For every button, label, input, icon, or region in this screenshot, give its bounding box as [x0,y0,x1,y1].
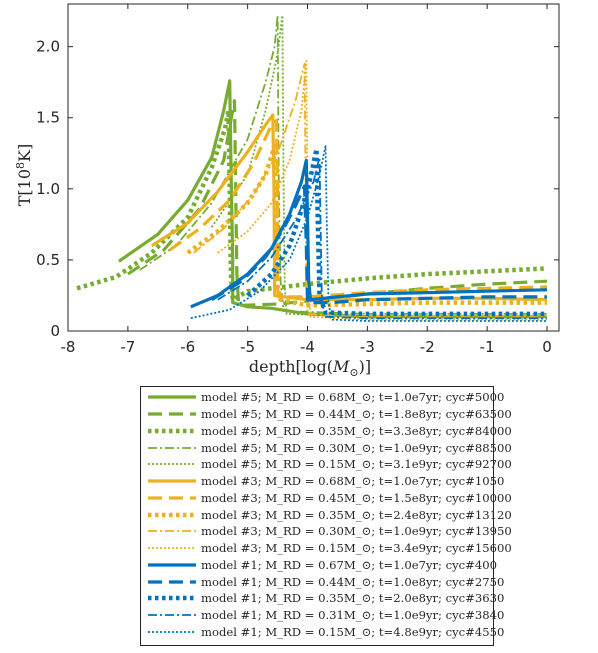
legend-label: model #3; M_RD = 0.68M_⊙; t=1.0e7yr; cyc… [201,474,505,489]
x-tick-label: -7 [120,338,135,356]
legend-swatch [148,563,196,567]
legend-swatch [148,614,196,617]
series-line-8 [186,143,547,308]
legend-entry: model #1; M_RD = 0.31M_⊙; t=1.0e9yr; cyc… [147,607,504,624]
y-tick-label: 0 [50,322,60,340]
legend-label: model #5; M_RD = 0.30M_⊙; t=1.0e9yr; cyc… [201,440,512,455]
x-label-sub: ⊙ [349,366,358,379]
legend-swatch [148,596,196,601]
series-line-12 [210,184,547,305]
legend-entry: model #5; M_RD = 0.30M_⊙; t=1.0e9yr; cyc… [147,439,512,456]
series-line-4 [139,14,547,315]
chart: -8 -7 -6 -5 -4 -3 -2 -1 0 0 0.5 1.0 1.5 2.0 depth[log… [14,3,560,379]
x-tick-label: -5 [240,338,255,356]
legend-label: model #3; M_RD = 0.35M_⊙; t=2.4e8yr; cyc… [201,507,512,522]
legend-entry: model #1; M_RD = 0.35M_⊙; t=2.0e8yr; cyc… [147,590,504,607]
x-tick-label: -2 [420,338,435,356]
legend-swatch [148,630,196,633]
axes-box [67,3,560,332]
x-label-main: depth [249,357,296,376]
series-line-15 [190,145,547,322]
legend-label: model #5; M_RD = 0.15M_⊙; t=3.1e9yr; cyc… [201,457,512,472]
x-tick-label: -3 [360,338,375,356]
legend-swatch [148,428,196,434]
x-tick-label: -4 [300,338,315,356]
series-line-14 [217,156,547,320]
x-tick-label: -8 [61,338,76,356]
legend-entry: model #5; M_RD = 0.68M_⊙; t=1.0e7yr; cyc… [147,389,504,406]
legend-label: model #1; M_RD = 0.44M_⊙; t=1.0e8yr; cyc… [201,574,505,589]
x-tick-label: -1 [480,338,495,356]
y-axis-label: T[108K] [14,144,34,206]
legend-swatch [148,580,196,584]
x-label-m: M [332,357,350,376]
y-label-exp: 8 [14,162,27,169]
legend-entry: model #3; M_RD = 0.68M_⊙; t=1.0e7yr; cyc… [147,473,504,490]
legend-swatch [148,547,196,550]
legend-swatch [148,512,196,517]
series-line-6 [150,113,548,302]
series-line-7 [168,119,548,299]
legend-label: model #3; M_RD = 0.30M_⊙; t=1.0e9yr; cyc… [201,524,512,539]
legend-label: model #3; M_RD = 0.15M_⊙; t=3.4e9yr; cyc… [201,541,512,556]
legend-entry: model #3; M_RD = 0.30M_⊙; t=1.0e9yr; cyc… [147,523,512,540]
y-tick-label: 0.5 [36,251,60,269]
y-label-unit: K] [15,144,34,162]
legend-swatch [148,479,196,483]
y-tick-label: 1.5 [36,109,60,127]
legend-label: model #3; M_RD = 0.45M_⊙; t=1.5e8yr; cyc… [201,490,512,505]
legend-label: model #5; M_RD = 0.35M_⊙; t=3.3e8yr; cyc… [201,423,512,438]
legend-label: model #5; M_RD = 0.44M_⊙; t=1.8e8yr; cyc… [201,407,512,422]
legend-entry: model #1; M_RD = 0.44M_⊙; t=1.0e8yr; cyc… [147,573,504,590]
x-label-open: [log( [296,357,333,376]
legend-label: model #1; M_RD = 0.15M_⊙; t=4.8e9yr; cyc… [201,624,505,639]
legend: model #5; M_RD = 0.68M_⊙; t=1.0e7yr; cyc… [140,386,512,646]
axes-layer: -8 -7 -6 -5 -4 -3 -2 -1 0 0 0.5 1.0 1.5 2.0 [36,3,560,356]
y-tick-label: 1.0 [36,180,60,198]
legend-label: model #1; M_RD = 0.35M_⊙; t=2.0e8yr; cyc… [201,591,505,606]
legend-label: model #1; M_RD = 0.31M_⊙; t=1.0e9yr; cyc… [201,608,505,623]
series-line-13 [246,146,547,317]
legend-entry: model #5; M_RD = 0.44M_⊙; t=1.8e8yr; cyc… [147,406,512,423]
x-label-close: )] [359,357,371,376]
legend-label: model #1; M_RD = 0.67M_⊙; t=1.0e7yr; cyc… [201,557,498,572]
legend-entry: model #3; M_RD = 0.35M_⊙; t=2.4e8yr; cyc… [147,506,512,523]
legend-swatch [148,412,196,416]
legend-entry: model #1; M_RD = 0.67M_⊙; t=1.0e7yr; cyc… [147,557,497,574]
x-axis-label: depth[log(M⊙)] [249,357,371,379]
series-layer [76,14,548,322]
legend-swatch [148,395,196,399]
legend-entry: model #5; M_RD = 0.35M_⊙; t=3.3e8yr; cyc… [147,423,512,440]
x-tick-label: -6 [180,338,195,356]
series-line-9 [193,62,547,318]
y-label-main: T [15,195,34,206]
legend-entry: model #3; M_RD = 0.15M_⊙; t=3.4e9yr; cyc… [147,540,512,557]
legend-swatch [148,496,196,500]
y-tick-label: 2.0 [36,38,60,56]
legend-swatch [148,463,196,466]
legend-entry: model #1; M_RD = 0.15M_⊙; t=4.8e9yr; cyc… [147,624,504,641]
legend-swatch [148,530,196,533]
legend-entry: model #3; M_RD = 0.45M_⊙; t=1.5e8yr; cyc… [147,490,512,507]
legend-entry: model #5; M_RD = 0.15M_⊙; t=3.1e9yr; cyc… [147,456,512,473]
legend-swatch [148,446,196,449]
legend-label: model #5; M_RD = 0.68M_⊙; t=1.0e7yr; cyc… [201,390,505,405]
y-label-open: [10 [15,169,34,196]
x-tick-label: 0 [542,338,552,356]
